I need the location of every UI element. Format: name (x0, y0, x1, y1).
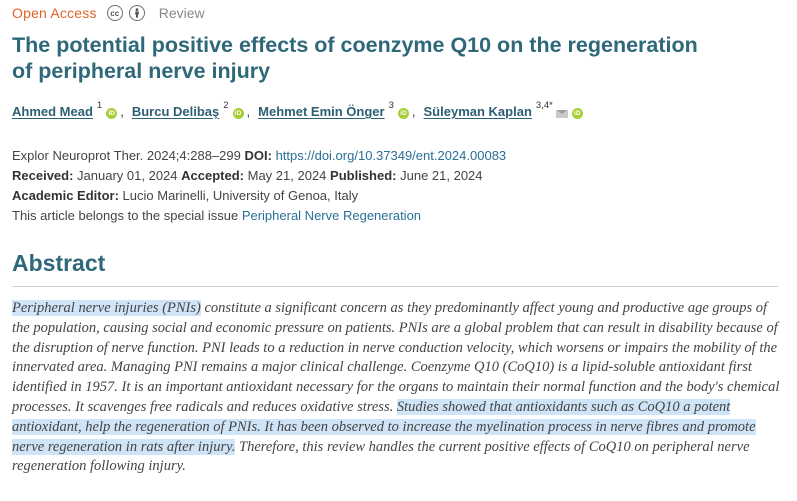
special-issue-link[interactable]: Peripheral Nerve Regeneration (241, 208, 422, 223)
received-date: January 01, 2024 (77, 168, 178, 183)
author-2: Burcu Delibaş 2 iD (131, 100, 244, 119)
dates-line: Received: January 01, 2024 Accepted: May… (12, 166, 506, 186)
license-icons[interactable]: cc (106, 5, 145, 21)
author-name[interactable]: Burcu Delibaş (131, 104, 220, 119)
article-meta-bar: Open Access cc Review (12, 3, 205, 23)
doi-label: DOI: (244, 148, 272, 163)
section-divider (12, 286, 778, 287)
author-4: Süleyman Kaplan 3,4* iD (423, 100, 583, 119)
email-icon[interactable] (555, 110, 568, 118)
author-affiliation: 2 (223, 100, 229, 111)
article-metadata: Explor Neuroprot Ther. 2024;4:288–299 DO… (12, 146, 506, 226)
accepted-date: May 21, 2024 (247, 168, 327, 183)
orcid-icon[interactable]: iD (232, 108, 244, 119)
author-affiliation: 3,4* (535, 100, 553, 111)
abstract-text: Peripheral nerve injuries (PNIs) constit… (12, 299, 782, 477)
published-date: June 21, 2024 (400, 168, 483, 183)
cc-icon[interactable]: cc (106, 5, 123, 21)
abstract-segment: constitute a significant concern as they… (12, 300, 780, 415)
editor-value: Lucio Marinelli, University of Genoa, It… (122, 188, 359, 203)
author-affiliation: 3 (388, 100, 394, 111)
open-access-label[interactable]: Open Access (12, 5, 97, 21)
special-issue-line: This article belongs to the special issu… (12, 206, 506, 226)
orcid-icon[interactable]: iD (106, 108, 118, 119)
abstract-segment: Therefore, this review handles the curre… (12, 438, 750, 475)
author-1: Ahmed Mead 1 iD (12, 100, 118, 119)
editor-label: Academic Editor: (12, 188, 119, 203)
author-name[interactable]: Süleyman Kaplan (423, 104, 532, 119)
author-name[interactable]: Mehmet Emin Önger (258, 104, 385, 119)
received-label: Received: (12, 168, 74, 183)
orcid-icon[interactable]: iD (571, 108, 583, 119)
abstract-heading: Abstract (12, 250, 106, 276)
by-icon[interactable] (128, 5, 145, 21)
article-title: The potential positive effects of coenzy… (12, 33, 698, 83)
journal-citation: Explor Neuroprot Ther. 2024;4:288–299 (12, 148, 241, 163)
published-label: Published: (330, 168, 397, 183)
author-3: Mehmet Emin Önger 3 iD (258, 100, 409, 119)
editor-line: Academic Editor: Lucio Marinelli, Univer… (12, 186, 506, 206)
citation-line: Explor Neuroprot Ther. 2024;4:288–299 DO… (12, 146, 506, 166)
author-affiliation: 1 (96, 100, 103, 111)
author-name[interactable]: Ahmed Mead (12, 104, 93, 119)
orcid-icon[interactable]: iD (397, 108, 409, 119)
author-list: Ahmed Mead 1 iD , Burcu Delibaş 2 iD , M… (12, 100, 583, 119)
special-issue-text: This article belongs to the special issu… (12, 208, 239, 223)
article-type: Review (158, 5, 205, 21)
accepted-label: Accepted: (181, 168, 244, 183)
highlighted-text[interactable]: Peripheral nerve injuries (PNIs) (12, 300, 201, 316)
doi-link[interactable]: https://doi.org/10.37349/ent.2024.00083 (275, 148, 507, 163)
